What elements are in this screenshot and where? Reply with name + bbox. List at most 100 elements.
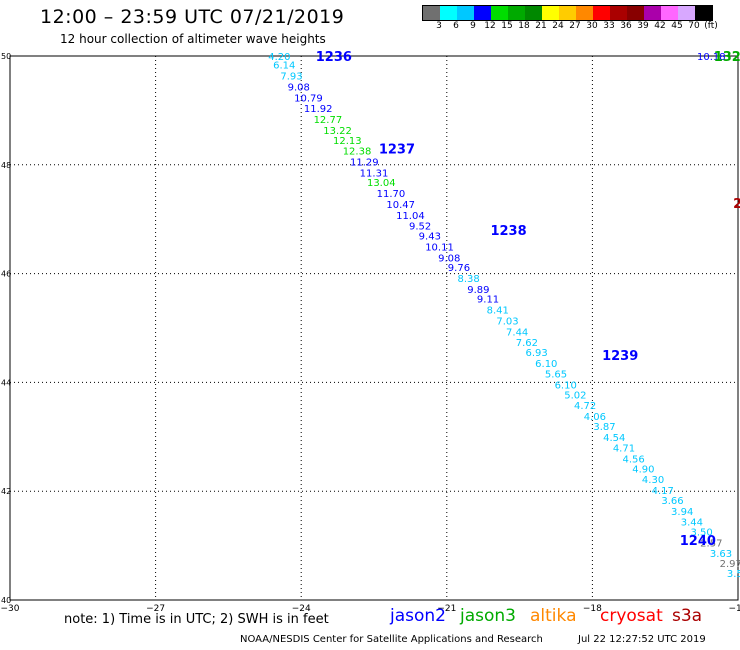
swh-value: 4.72 [574, 401, 596, 412]
colorbar [422, 5, 713, 21]
swh-value: 4.71 [613, 444, 635, 455]
colorbar-swatch [457, 6, 474, 20]
swh-value: 10.18 [697, 52, 726, 63]
swh-value: 6.10 [535, 359, 557, 370]
swh-value: 3.44 [681, 518, 703, 529]
colorbar-swatch [440, 6, 457, 20]
swh-value: 9.08 [438, 253, 460, 264]
swh-value: 2.97 [720, 559, 740, 570]
colorbar-swatch [491, 6, 508, 20]
footer-note: note: 1) Time is in UTC; 2) SWH is in fe… [64, 612, 329, 627]
satellite-altika: altika [530, 606, 577, 626]
colorbar-label: 27 [569, 21, 581, 31]
swh-value: 4.56 [623, 455, 645, 466]
swh-value: 12.38 [343, 147, 372, 158]
swh-value: 4.17 [652, 486, 674, 497]
swh-value: 10.79 [294, 93, 323, 104]
swh-value: 11.92 [304, 104, 333, 115]
chart-subtitle: 12 hour collection of altimeter wave hei… [60, 32, 326, 46]
colorbar-label: 6 [453, 21, 459, 31]
colorbar-label: 9 [470, 21, 476, 31]
swh-value: 3.63 [710, 549, 732, 560]
y-tick-label: 46 [1, 270, 11, 279]
swh-value: 8.41 [487, 306, 509, 317]
colorbar-label: 24 [552, 21, 564, 31]
colorbar-swatch [508, 6, 525, 20]
colorbar-swatch [678, 6, 695, 20]
credit-line: NOAA/NESDIS Center for Satellite Applica… [240, 634, 543, 645]
swh-value: 7.44 [506, 327, 528, 338]
swh-value: 13.04 [367, 178, 396, 189]
pass-label: 1237 [379, 142, 415, 157]
swh-value: 3.50 [690, 527, 712, 538]
x-tick-label: −27 [146, 604, 165, 614]
timestamp: Jul 22 12:27:52 UTC 2019 [578, 634, 706, 645]
swh-value: 11.70 [377, 189, 406, 200]
swh-value: 5.65 [545, 370, 567, 381]
swh-value: 7.93 [280, 72, 302, 83]
colorbar-label: 33 [603, 21, 615, 31]
swh-value: 3.94 [671, 507, 693, 518]
x-tick-label: −30 [1, 604, 20, 614]
swh-value: 13.22 [323, 126, 352, 137]
colorbar-label: 30 [586, 21, 598, 31]
swh-value: 5.02 [564, 390, 586, 401]
colorbar-swatch [644, 6, 661, 20]
colorbar-swatch [695, 6, 712, 20]
swh-value: 10.11 [425, 242, 454, 253]
x-tick-label: −24 [292, 604, 311, 614]
swh-value: 12.77 [314, 115, 343, 126]
colorbar-label: 21 [535, 21, 547, 31]
colorbar-swatch [627, 6, 644, 20]
swh-value: 10.47 [386, 200, 415, 211]
swh-value: 6.93 [525, 348, 547, 359]
swh-value: 4.06 [584, 412, 606, 423]
pass-label: 1239 [602, 349, 638, 364]
swh-value: 9.76 [448, 263, 470, 274]
colorbar-label: 42 [654, 21, 666, 31]
y-tick-label: 50 [1, 52, 11, 61]
chart-title: 12:00 – 23:59 UTC 07/21/2019 [40, 6, 345, 28]
y-tick-label: 40 [1, 596, 11, 605]
swh-value: 8.38 [458, 274, 480, 285]
swh-value: 4.54 [603, 433, 625, 444]
colorbar-swatch [593, 6, 610, 20]
colorbar-label: (ft) [704, 21, 718, 31]
swh-value: 12.13 [333, 136, 362, 147]
satellite-jason3: jason3 [460, 606, 516, 626]
swh-value: 6.10 [555, 381, 577, 392]
y-tick-label: 44 [1, 378, 11, 387]
satellite-cryosat: cryosat [600, 606, 663, 626]
pass-label: 1240 [680, 534, 716, 549]
colorbar-label: 18 [518, 21, 530, 31]
swh-value: 2.57 [700, 538, 722, 549]
colorbar-swatch [559, 6, 576, 20]
swh-value: 6.14 [273, 61, 295, 72]
colorbar-label: 70 [688, 21, 700, 31]
colorbar-label: 12 [484, 21, 496, 31]
colorbar-swatch [525, 6, 542, 20]
swh-value: 9.43 [419, 232, 441, 243]
swh-value: 3.66 [661, 496, 683, 507]
colorbar-swatch [576, 6, 593, 20]
colorbar-label: 3 [436, 21, 442, 31]
swh-value: 9.08 [288, 82, 310, 93]
swh-value: 4.90 [632, 464, 654, 475]
colorbar-swatch [542, 6, 559, 20]
pass-label: 1321 [714, 50, 740, 65]
x-tick-label: −21 [437, 604, 456, 614]
satellite-jason2: jason2 [390, 606, 446, 626]
swh-value: 9.11 [477, 295, 499, 306]
pass-label: 1236 [316, 50, 352, 65]
colorbar-swatch [474, 6, 491, 20]
colorbar-label: 15 [501, 21, 513, 31]
y-tick-label: 42 [1, 487, 11, 496]
colorbar-label: 36 [620, 21, 632, 31]
pass-label: 1238 [490, 224, 526, 239]
colorbar-swatch [661, 6, 678, 20]
swh-value: 4.20 [268, 52, 290, 63]
swh-value: 9.89 [467, 285, 489, 296]
colorbar-label: 45 [671, 21, 683, 31]
colorbar-swatch [610, 6, 627, 20]
